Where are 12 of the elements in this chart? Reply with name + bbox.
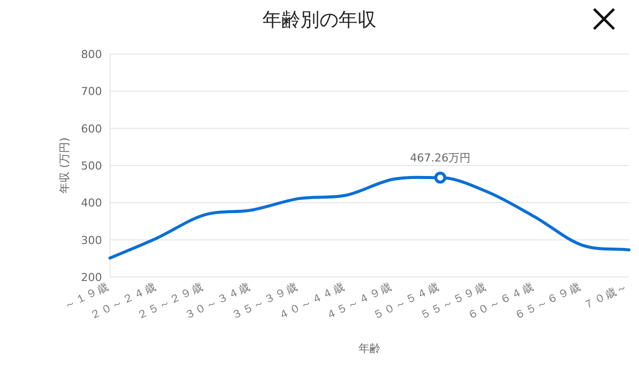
y-tick-label: 700 — [81, 85, 102, 98]
y-tick-label: 200 — [81, 271, 102, 284]
y-tick-label: 800 — [81, 48, 102, 61]
y-tick-label: 300 — [81, 234, 102, 247]
annotation: 467.26万円 — [410, 152, 471, 165]
x-tick-label: ７０歳～ — [581, 280, 630, 312]
y-tick-label: 600 — [81, 122, 102, 136]
y-tick-label: 400 — [81, 196, 102, 210]
y-tick-label: 500 — [81, 160, 102, 172]
chart-title: 年齢別の年収 — [262, 9, 376, 31]
x-axis-title: 年齢 — [358, 342, 380, 355]
y-axis-title: 年収 (万円) — [58, 137, 71, 194]
